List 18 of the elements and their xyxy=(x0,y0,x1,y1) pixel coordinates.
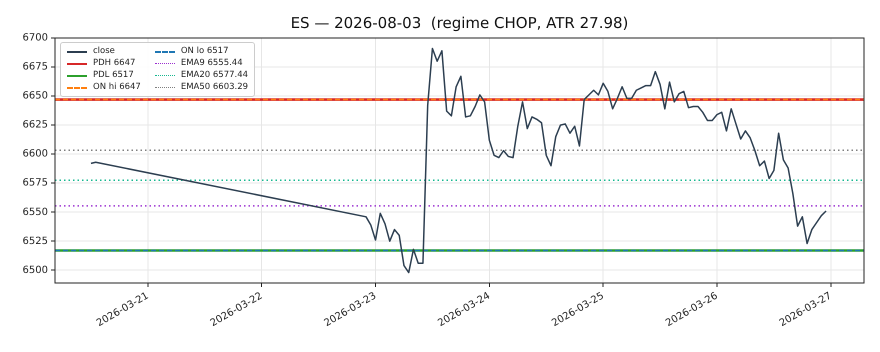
y-tick-label: 6500 xyxy=(22,264,48,276)
y-tick-label: 6700 xyxy=(22,32,48,44)
y-tick-label: 6575 xyxy=(22,178,48,189)
legend-label: EMA50 6603.29 xyxy=(180,82,248,93)
y-tick-label: 6625 xyxy=(22,120,48,131)
y-tick-label: 6675 xyxy=(22,62,48,73)
legend-label: PDL 6517 xyxy=(93,70,134,81)
legend-label: ON hi 6647 xyxy=(93,82,141,93)
legend-label: EMA9 6555.44 xyxy=(180,58,243,69)
y-tick-label: 6600 xyxy=(22,148,48,160)
y-tick-label: 6650 xyxy=(22,90,48,102)
legend-label: close xyxy=(93,46,115,57)
legend-label: ON lo 6517 xyxy=(180,46,228,57)
y-tick-label: 6550 xyxy=(22,206,48,218)
legend-label: EMA20 6577.44 xyxy=(180,70,248,81)
legend-label: PDH 6647 xyxy=(93,58,136,69)
chart-title: ES — 2026-08-03 (regime CHOP, ATR 27.98) xyxy=(290,14,630,32)
y-tick-label: 6525 xyxy=(22,236,48,247)
